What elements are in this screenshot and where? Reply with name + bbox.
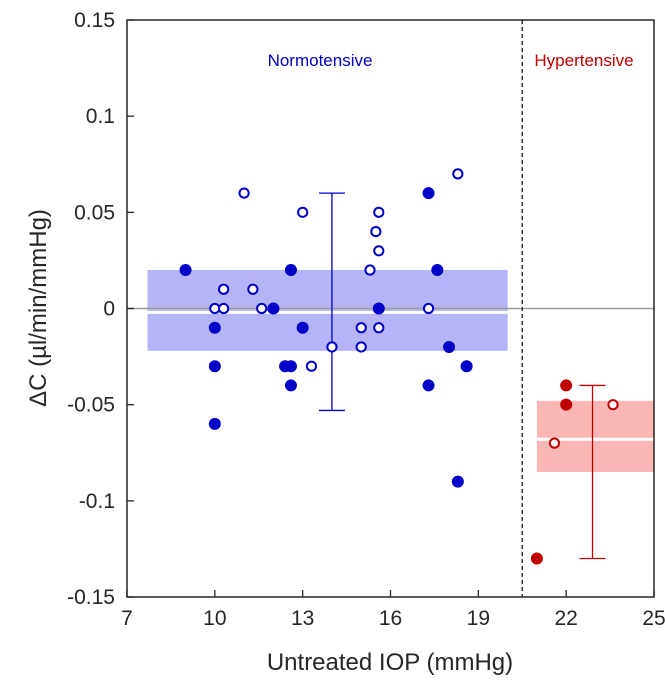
- point-open-normotensive: [373, 245, 385, 257]
- point-open-normotensive: [256, 302, 268, 315]
- summary-bands: [147, 270, 654, 472]
- point-open-normotensive: [218, 302, 230, 315]
- band-normotensive: [147, 270, 508, 351]
- point-open-normotensive: [326, 341, 338, 353]
- x-axis: 7 10 13 16 19 22 25: [121, 590, 665, 630]
- y-axis-label: ΔC (µl/min/mmHg): [25, 209, 52, 407]
- group-label-hypertensive: Hypertensive: [534, 51, 633, 70]
- x-tick-label: 25: [642, 607, 665, 630]
- x-tick-label: 13: [291, 607, 314, 630]
- point-open-normotensive: [373, 206, 385, 218]
- point-filled-normotensive: [431, 264, 444, 277]
- point-filled-normotensive: [284, 264, 297, 277]
- y-tick-label: -0.15: [67, 586, 115, 609]
- point-filled-normotensive: [267, 302, 280, 315]
- point-filled-hypertensive: [560, 398, 573, 411]
- x-tick-label: 10: [203, 607, 226, 630]
- point-open-normotensive: [370, 225, 382, 238]
- group-label-normotensive: Normotensive: [268, 51, 373, 70]
- x-tick-label: 16: [379, 607, 402, 630]
- point-filled-normotensive: [208, 417, 221, 430]
- point-open-normotensive: [355, 322, 367, 334]
- point-filled-hypertensive: [560, 379, 573, 392]
- y-tick-label: 0.05: [74, 201, 115, 224]
- y-axis: -0.15 -0.1 -0.05 0 0.05 0.1 0.15: [67, 9, 134, 609]
- point-filled-normotensive: [208, 321, 221, 334]
- point-open-normotensive: [452, 168, 464, 180]
- point-filled-normotensive: [443, 340, 456, 353]
- y-tick-label: 0.1: [86, 105, 115, 128]
- y-tick-label: -0.1: [79, 490, 115, 513]
- point-filled-normotensive: [451, 475, 464, 488]
- point-open-hypertensive: [548, 437, 561, 449]
- point-open-hypertensive: [607, 399, 619, 411]
- point-open-normotensive: [218, 283, 230, 295]
- point-filled-normotensive: [422, 187, 435, 200]
- point-open-normotensive: [355, 341, 367, 353]
- point-open-normotensive: [422, 302, 435, 315]
- band-hypertensive: [536, 400, 654, 472]
- point-open-normotensive: [297, 206, 309, 218]
- y-tick-label: -0.05: [67, 394, 115, 417]
- point-open-normotensive: [238, 187, 250, 199]
- point-open-normotensive: [247, 283, 259, 295]
- point-filled-normotensive: [284, 379, 297, 392]
- x-tick-label: 22: [554, 607, 577, 630]
- data-points: [179, 168, 619, 565]
- point-open-normotensive: [373, 322, 385, 334]
- point-filled-normotensive: [460, 360, 473, 373]
- x-axis-label: Untreated IOP (mmHg): [267, 649, 513, 676]
- point-filled-normotensive: [422, 379, 435, 392]
- point-filled-normotensive: [372, 302, 385, 315]
- y-tick-label: 0.15: [74, 9, 115, 32]
- point-filled-hypertensive: [530, 552, 543, 565]
- x-tick-label: 19: [467, 607, 490, 630]
- point-filled-normotensive: [284, 360, 297, 373]
- whiskers: [318, 192, 606, 560]
- point-filled-normotensive: [179, 264, 192, 277]
- point-filled-normotensive: [208, 360, 221, 373]
- point-open-normotensive: [305, 360, 318, 372]
- point-open-normotensive: [364, 264, 376, 276]
- point-filled-normotensive: [296, 321, 309, 334]
- x-tick-label: 7: [121, 607, 133, 630]
- y-tick-label: 0: [103, 298, 115, 321]
